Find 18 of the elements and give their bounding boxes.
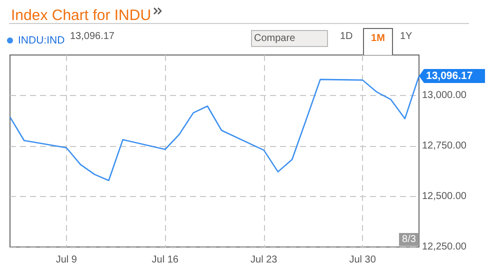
y-tick-label: 12,250.00: [422, 242, 467, 252]
text: 1D: [340, 31, 353, 42]
x-tick-label: Jul 30: [349, 254, 376, 266]
legend-label: INDU:IND: [18, 34, 66, 46]
text: 13,096.17: [70, 31, 114, 42]
selected-tab: 1M: [363, 28, 393, 55]
x-tick-label: Jul 16: [152, 254, 179, 266]
chart-title: Index Chart for INDU: [11, 7, 152, 24]
annotation: 13,096.17: [426, 70, 473, 82]
y-tick-label: 12,500.00: [422, 190, 467, 202]
text: 1Y: [400, 31, 412, 42]
x-tick-label: Jul 9: [56, 254, 78, 266]
line-series: [9, 75, 420, 182]
y-tick-label: 12,750.00: [422, 140, 467, 152]
y-tick-label: 13,000.00: [422, 90, 467, 101]
compare-field: Compare: [251, 30, 328, 47]
x-tick-label: Jul 23: [250, 254, 278, 266]
annotation: 8/3: [402, 234, 416, 245]
